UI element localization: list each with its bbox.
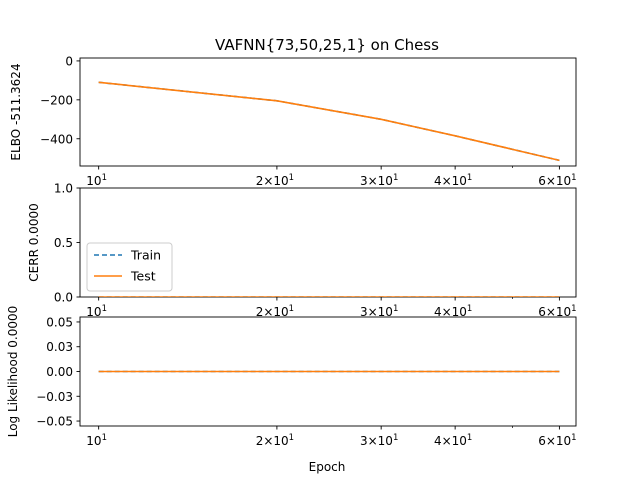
chart-title: VAFNN{73,50,25,1} on Chess — [215, 36, 439, 54]
x-tick-exponent: 1 — [467, 433, 472, 443]
x-tick-label: 4×101 — [434, 304, 472, 319]
y-axis-label: Log Likelihood 0.0000 — [6, 306, 20, 438]
x-tick-exponent: 1 — [467, 173, 472, 183]
x-tick-label: 6×101 — [538, 304, 576, 319]
x-tick-exponent: 1 — [289, 304, 294, 314]
y-tick-label: 0.00 — [46, 365, 73, 379]
y-tick-label: 0.05 — [46, 315, 73, 329]
x-tick-label: 4×101 — [434, 173, 472, 188]
y-axis-label: ELBO -511.3624 — [9, 63, 23, 160]
x-tick-exponent: 1 — [571, 173, 576, 183]
x-tick-exponent: 1 — [102, 304, 107, 314]
y-tick-label: 1.0 — [54, 182, 73, 196]
x-tick-exponent: 1 — [571, 433, 576, 443]
x-tick-exponent: 1 — [393, 173, 398, 183]
y-tick-label: −0.05 — [36, 415, 73, 429]
legend-train-label: Train — [130, 248, 161, 263]
x-tick-exponent: 1 — [289, 433, 294, 443]
x-tick-label: 2×101 — [256, 304, 294, 319]
legend-frame — [86, 242, 173, 292]
x-tick-label: 3×101 — [360, 433, 398, 448]
legend-test-label: Test — [130, 269, 156, 284]
y-tick-label: −0.03 — [36, 390, 73, 404]
x-tick-exponent: 1 — [571, 304, 576, 314]
x-tick-label: 4×101 — [434, 433, 472, 448]
y-axis-label: CERR 0.0000 — [27, 203, 41, 281]
x-tick-exponent: 1 — [102, 173, 107, 183]
y-tick-label: 0 — [65, 54, 73, 68]
series-line-test — [98, 81, 560, 162]
legend: Train Test — [86, 242, 173, 292]
axes-frame — [79, 57, 577, 167]
x-tick-label: 2×101 — [256, 173, 294, 188]
x-tick-label: 3×101 — [360, 173, 398, 188]
y-tick-label: 0.0 — [54, 291, 73, 305]
x-tick-label: 2×101 — [256, 433, 294, 448]
x-tick-label: 6×101 — [538, 433, 576, 448]
x-tick-exponent: 1 — [289, 173, 294, 183]
x-tick-exponent: 1 — [467, 304, 472, 314]
x-tick-exponent: 1 — [393, 304, 398, 314]
x-axis-label: Epoch — [309, 460, 346, 474]
x-tick-label: 3×101 — [360, 304, 398, 319]
x-tick-label: 6×101 — [538, 173, 576, 188]
x-tick-exponent: 1 — [102, 433, 107, 443]
y-tick-label: 0.03 — [46, 340, 73, 354]
y-tick-label: −400 — [40, 132, 73, 146]
subplot-3: 101 2×101 3×101 4×101 6×1010.050.030.00−0.03… — [6, 306, 577, 448]
y-tick-label: 0.5 — [54, 236, 73, 250]
y-tick-label: −200 — [40, 93, 73, 107]
x-tick-exponent: 1 — [393, 433, 398, 443]
